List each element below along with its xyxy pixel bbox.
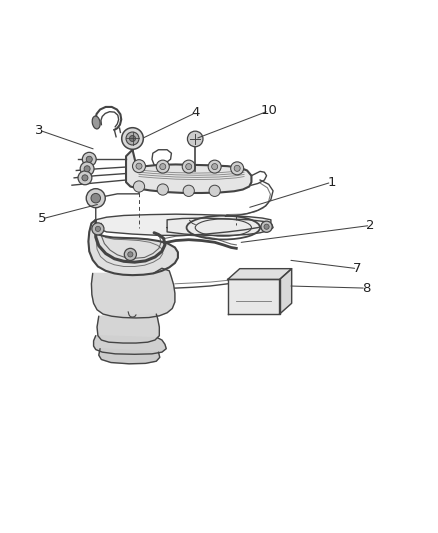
Circle shape: [86, 189, 105, 208]
Circle shape: [95, 227, 100, 231]
Text: 10: 10: [260, 104, 277, 117]
Polygon shape: [94, 336, 166, 354]
Polygon shape: [228, 279, 279, 314]
Polygon shape: [228, 269, 292, 279]
Circle shape: [136, 163, 142, 169]
Circle shape: [130, 135, 135, 142]
Circle shape: [122, 128, 143, 149]
Circle shape: [92, 223, 104, 235]
Circle shape: [156, 160, 169, 173]
Circle shape: [82, 152, 96, 166]
Polygon shape: [99, 349, 160, 364]
Circle shape: [133, 160, 145, 173]
Text: 3: 3: [35, 124, 44, 137]
Circle shape: [186, 164, 192, 169]
Polygon shape: [96, 214, 271, 236]
Polygon shape: [92, 268, 175, 318]
Circle shape: [209, 185, 220, 197]
Circle shape: [78, 171, 92, 185]
Polygon shape: [279, 269, 292, 314]
Circle shape: [183, 185, 194, 197]
Circle shape: [234, 165, 240, 172]
Circle shape: [208, 160, 221, 173]
Circle shape: [82, 175, 88, 181]
Circle shape: [124, 248, 136, 261]
Circle shape: [134, 181, 145, 192]
Circle shape: [86, 156, 92, 162]
Circle shape: [182, 160, 195, 173]
Circle shape: [126, 132, 139, 145]
Ellipse shape: [92, 116, 100, 129]
Circle shape: [128, 252, 133, 257]
Circle shape: [160, 164, 166, 169]
Text: 2: 2: [366, 219, 374, 232]
Circle shape: [212, 164, 218, 169]
Text: 4: 4: [191, 107, 199, 119]
Polygon shape: [88, 220, 178, 275]
Circle shape: [187, 131, 203, 147]
Circle shape: [264, 224, 269, 229]
Circle shape: [91, 193, 100, 203]
Circle shape: [80, 162, 94, 176]
Polygon shape: [167, 218, 273, 236]
Circle shape: [84, 166, 90, 172]
Text: 7: 7: [353, 262, 362, 275]
Circle shape: [231, 162, 244, 175]
Text: 5: 5: [37, 213, 46, 225]
Polygon shape: [97, 314, 159, 343]
Polygon shape: [126, 150, 251, 193]
Text: 1: 1: [327, 176, 336, 189]
Text: 8: 8: [362, 281, 370, 295]
Circle shape: [261, 221, 272, 232]
Circle shape: [157, 184, 168, 195]
